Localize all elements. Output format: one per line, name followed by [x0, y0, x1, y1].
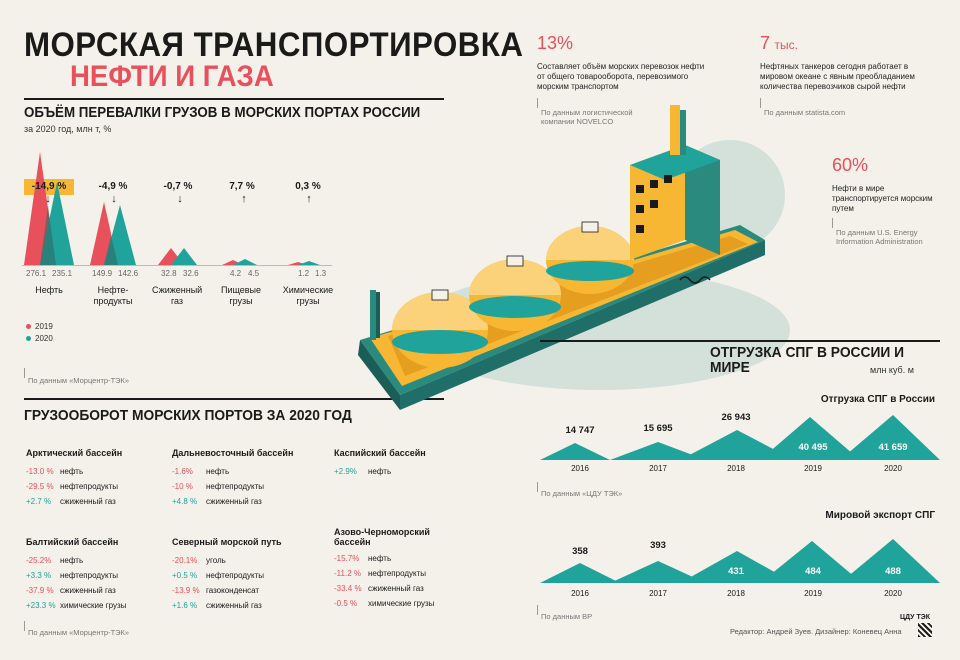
lng-russia-2016: 14 747 — [565, 425, 595, 436]
group-lng — [158, 248, 197, 265]
lng-change: -0,7 % — [163, 181, 193, 192]
basin-arctic: Арктический бассейн -13.0 % нефть -29.5 %… — [26, 448, 123, 506]
lng-world-2018: 431 — [728, 566, 744, 577]
food-2020: 4.5 — [248, 269, 260, 278]
oilproducts-2020: 142.6 — [118, 269, 139, 278]
lng-world-2016: 358 — [572, 546, 588, 557]
lng-heading: ОТГРУЗКА СПГ В РОССИИ И МИРЕ — [710, 344, 905, 376]
fact-13: 13% Составляет объём морских перевозок н… — [537, 33, 707, 126]
oil-2019: 276.1 — [26, 269, 47, 278]
food-change: 7,7 % — [229, 181, 255, 192]
oil-change: -14,9 % — [31, 181, 67, 192]
lng-russia-2017: 15 695 — [643, 423, 673, 434]
lng-world-2017: 393 — [650, 540, 666, 551]
lng-2020: 32.6 — [183, 269, 199, 278]
lng-russia-2020: 41 659 — [878, 442, 908, 453]
legend-2020: 2020 — [26, 334, 53, 343]
lng-tanker-illustration — [358, 105, 790, 410]
legend-dot-2019 — [26, 324, 31, 329]
basin-caspian: Каспийский бассейн +2.9% нефть — [334, 448, 426, 476]
basin-baltic: Балтийский бассейн -25.2% нефть +3.3 % неф… — [26, 537, 127, 610]
chem-2020: 1.3 — [315, 269, 327, 278]
label-lng: Сжиженный газ — [152, 285, 203, 306]
label-oil: Нефть — [35, 285, 63, 295]
turnover-source: По данным «Морцентр-ТЭК» — [28, 628, 130, 637]
lng-world-2020: 488 — [885, 566, 901, 577]
down-arrow-icon: ↓ — [45, 193, 51, 205]
divider — [24, 98, 444, 100]
lng-russia-title: Отгрузка СПГ в России — [820, 394, 935, 405]
fact-7: 7 тыс. Нефтяных танкеров сегодня работае… — [760, 33, 930, 117]
logo: ЦДУ ТЭК — [900, 613, 936, 639]
lng-world-title: Мировой экспорт СПГ — [825, 510, 935, 521]
lng-russia-2019: 40 495 — [798, 442, 828, 453]
up-arrow-icon: ↑ — [241, 193, 247, 205]
group-oilproducts — [90, 202, 136, 265]
basin-fareast: Дальневосточный бассейн -1.6% нефть -10 %… — [172, 448, 294, 506]
ports-chart — [24, 152, 320, 265]
group-oil — [24, 152, 74, 265]
page-title: МОРСКАЯ ТРАНСПОРТИРОВКА — [24, 26, 524, 64]
group-chem — [288, 261, 320, 265]
lng-world-source: По данным BP — [541, 612, 593, 621]
up-arrow-icon: ↑ — [306, 193, 312, 205]
fact-60: 60% Нефти в мире транспортируется морски… — [832, 155, 942, 246]
legend-dot-2020 — [26, 336, 31, 341]
down-arrow-icon: ↓ — [111, 193, 117, 205]
basin-northsea: Северный морской путь -20.1% уголь +0.5 %… — [172, 537, 282, 610]
bar-2020-food — [233, 259, 257, 265]
lng-world-2019: 484 — [805, 566, 821, 577]
page-subtitle: НЕФТИ И ГАЗА — [70, 60, 274, 93]
down-arrow-icon: ↓ — [177, 193, 183, 205]
divider — [540, 340, 940, 342]
lng-russia-chart — [540, 415, 940, 460]
lng-2019: 32.8 — [161, 269, 177, 278]
label-chem: Химические грузы — [282, 285, 334, 306]
ports-note: за 2020 год, млн т, % — [24, 124, 112, 134]
ports-source: По данным «Морцентр-ТЭК» — [28, 376, 130, 385]
credits: Редактор: Андрей Зуев. Дизайнер: Коневец… — [730, 627, 902, 636]
lng-world-chart — [540, 539, 940, 583]
chem-change: 0,3 % — [295, 181, 321, 192]
lng-russia-source: По данным «ЦДУ ТЭК» — [541, 489, 623, 498]
oil-2020: 235.1 — [52, 269, 73, 278]
legend-2019: 2019 — [26, 322, 53, 331]
group-food — [222, 259, 257, 265]
chem-2019: 1.2 — [298, 269, 310, 278]
turnover-heading: ГРУЗООБОРОТ МОРСКИХ ПОРТОВ ЗА 2020 ГОД — [24, 407, 352, 424]
bar-2020-lng — [171, 248, 197, 265]
food-2019: 4.2 — [230, 269, 242, 278]
label-food: Пищевые грузы — [220, 285, 262, 306]
divider — [24, 398, 444, 400]
lng-unit: млн куб. м — [870, 365, 914, 375]
basin-azov: Азово-Черноморский бассейн -15.7% нефть -… — [334, 527, 435, 608]
label-oilproducts: Нефте-продукты — [93, 285, 133, 306]
lng-russia-2018: 26 943 — [721, 412, 751, 423]
oilproducts-2019: 149.9 — [92, 269, 113, 278]
oilproducts-change: -4,9 % — [98, 181, 128, 192]
bar-2020-chem — [298, 261, 320, 265]
ports-heading: ОБЪЁМ ПЕРЕВАЛКИ ГРУЗОВ В МОРСКИХ ПОРТАХ … — [24, 105, 421, 121]
